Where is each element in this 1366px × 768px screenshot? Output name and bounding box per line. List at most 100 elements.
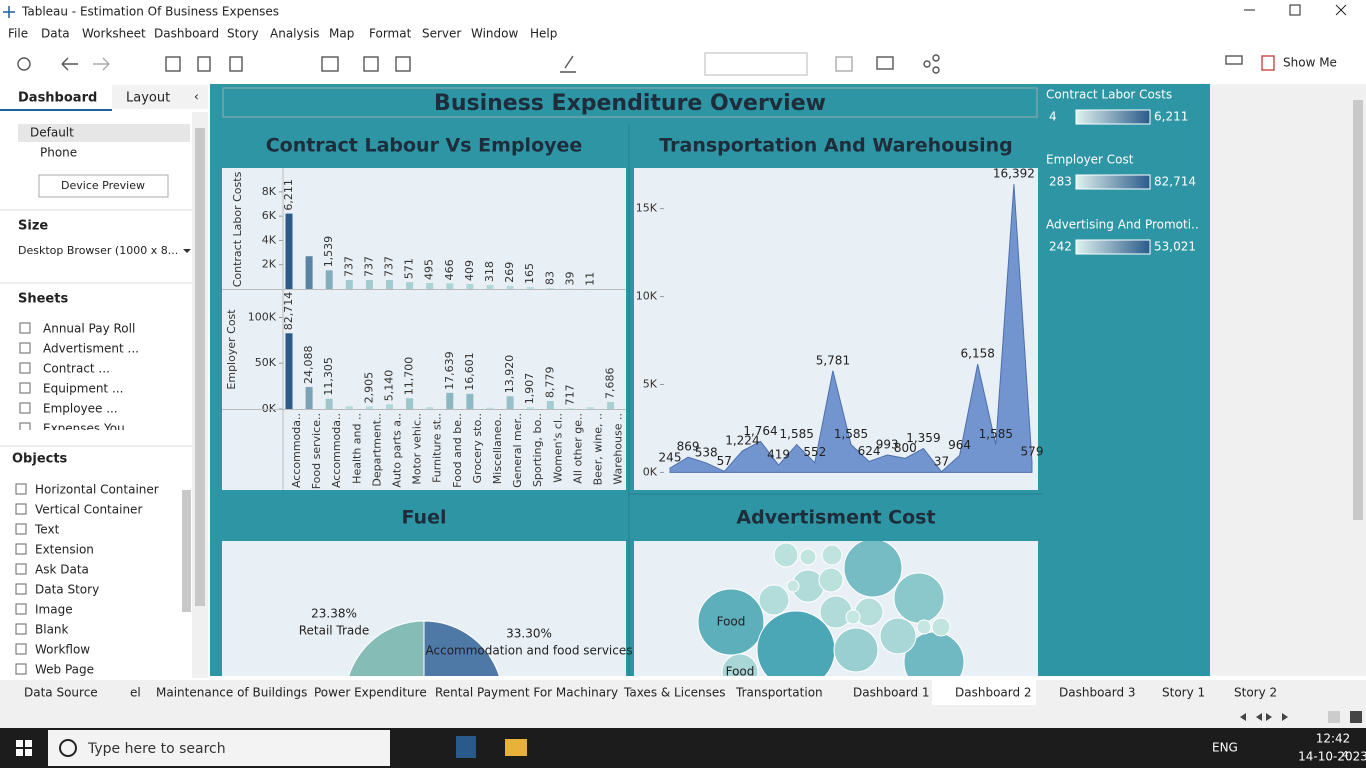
bar bbox=[345, 280, 353, 289]
status-bar bbox=[0, 705, 1366, 728]
notification-count[interactable]: 4 bbox=[1342, 750, 1348, 761]
y-tick-label: 15K bbox=[636, 202, 658, 215]
sheet-tab[interactable]: Taxes & Licenses bbox=[623, 686, 726, 700]
object-item[interactable]: Ask Data bbox=[35, 563, 89, 577]
bar bbox=[386, 404, 393, 409]
sheet-tab[interactable]: Dashboard 1 bbox=[853, 686, 930, 700]
tab[interactable]: Layout bbox=[126, 91, 170, 106]
menu-item[interactable]: Worksheet bbox=[82, 27, 146, 41]
device-preview-button[interactable] bbox=[38, 174, 169, 198]
show-me-button[interactable]: Show Me bbox=[1283, 56, 1337, 70]
bar bbox=[486, 407, 494, 409]
x-tick-label: Sporting, bo.. bbox=[531, 413, 544, 487]
sheet-tab[interactable]: Rental Payment For Machinary bbox=[435, 686, 618, 700]
object-item[interactable]: Data Story bbox=[35, 583, 99, 597]
sheet-item[interactable]: Employee ... bbox=[43, 402, 118, 416]
sheet-tabs bbox=[0, 680, 1366, 705]
menu-item[interactable]: Format bbox=[369, 27, 412, 41]
scroll-thumb[interactable] bbox=[182, 490, 191, 612]
sheet-tab[interactable]: Dashboard 2 bbox=[955, 686, 1032, 700]
data-label: 737 bbox=[342, 256, 355, 277]
data-label: 82,714 bbox=[282, 292, 295, 331]
status-controls[interactable] bbox=[1240, 711, 1362, 723]
x-tick-label: Auto parts a.. bbox=[391, 413, 404, 488]
object-item[interactable]: Text bbox=[34, 523, 60, 537]
menu-item[interactable]: Window bbox=[471, 27, 519, 41]
object-item[interactable]: Blank bbox=[35, 623, 69, 637]
explorer-task[interactable] bbox=[505, 739, 527, 756]
window-controls[interactable] bbox=[1244, 4, 1347, 16]
object-item[interactable]: Vertical Container bbox=[35, 503, 142, 517]
sheet-icon bbox=[19, 422, 31, 430]
object-item[interactable]: Horizontal Container bbox=[35, 483, 159, 497]
title-box bbox=[222, 87, 1038, 118]
sheet-item[interactable]: Annual Pay Roll bbox=[43, 322, 135, 336]
sheet-tab[interactable]: Maintenance of Buildings bbox=[156, 686, 307, 700]
data-label: 7,686 bbox=[604, 367, 617, 399]
bar bbox=[506, 396, 514, 409]
app-icon bbox=[3, 6, 15, 18]
start-button[interactable] bbox=[16, 740, 32, 756]
bubble bbox=[843, 541, 903, 598]
object-item[interactable]: Web Page bbox=[35, 663, 94, 677]
chart-title: Fuel bbox=[402, 507, 447, 529]
bubble bbox=[773, 542, 799, 568]
device[interactable]: Default bbox=[30, 126, 74, 140]
menu-item[interactable]: File bbox=[8, 27, 28, 41]
scroll-thumb[interactable] bbox=[195, 128, 205, 606]
data-label: 737 bbox=[362, 256, 375, 277]
bubble bbox=[893, 572, 945, 624]
tableau-task[interactable] bbox=[456, 736, 476, 758]
y-tick-label: 8K bbox=[262, 185, 277, 198]
data-label: 1,585 bbox=[979, 427, 1013, 441]
tab[interactable]: Dashboard bbox=[18, 91, 97, 106]
bubble bbox=[845, 609, 861, 625]
dashboard-title: Business Expenditure Overview bbox=[434, 91, 826, 116]
bar bbox=[546, 400, 554, 409]
sheet-item[interactable]: Advertisment ... bbox=[43, 342, 139, 356]
menu-item[interactable]: Story bbox=[227, 27, 259, 41]
search-box[interactable] bbox=[48, 730, 390, 766]
menu-item[interactable]: Dashboard bbox=[154, 27, 219, 41]
sheet-tab[interactable]: Power Expenditure bbox=[314, 686, 427, 700]
menu-item[interactable]: Server bbox=[422, 27, 461, 41]
object-item[interactable]: Workflow bbox=[35, 643, 90, 657]
data-label: 495 bbox=[423, 259, 436, 280]
x-tick-label: Miscellaneo.. bbox=[491, 413, 504, 484]
sheet-tab[interactable]: Story 1 bbox=[1162, 686, 1205, 700]
clock-date[interactable]: 14-10-2023 bbox=[1298, 750, 1366, 764]
y-axis-title: Contract Labor Costs bbox=[231, 171, 244, 287]
object-icon bbox=[15, 543, 27, 555]
sheet-tab[interactable]: Transportation bbox=[735, 686, 823, 700]
collapse[interactable]: ‹ bbox=[194, 90, 199, 104]
bar bbox=[325, 270, 333, 289]
sheet-tab[interactable]: Data Source bbox=[24, 686, 98, 700]
data-label: 39 bbox=[563, 272, 576, 286]
data-label: 466 bbox=[443, 259, 456, 280]
data-label: 2,905 bbox=[362, 372, 375, 404]
legend-min: 242 bbox=[1049, 240, 1072, 254]
clock-time[interactable]: 12:42 bbox=[1316, 732, 1351, 746]
data-label: 869 bbox=[677, 440, 700, 454]
sheet-item[interactable]: Contract ... bbox=[43, 362, 110, 376]
object-item[interactable]: Extension bbox=[35, 543, 94, 557]
sheet-tab[interactable]: el bbox=[130, 686, 141, 700]
language[interactable]: ENG bbox=[1212, 741, 1238, 755]
sheet-item[interactable]: Equipment ... bbox=[43, 382, 123, 396]
x-tick-label: Accommoda.. bbox=[290, 413, 303, 488]
sheet-tab[interactable]: Story 2 bbox=[1234, 686, 1277, 700]
sheet-tab[interactable]: Dashboard 3 bbox=[1059, 686, 1136, 700]
object-item[interactable]: Image bbox=[35, 603, 73, 617]
sheet-item[interactable]: Expenses You bbox=[43, 422, 125, 436]
bar bbox=[466, 393, 474, 409]
menu-item[interactable]: Analysis bbox=[270, 27, 319, 41]
menu-item[interactable]: Help bbox=[530, 27, 557, 41]
data-label: 571 bbox=[403, 258, 416, 279]
x-tick-label: Health and .. bbox=[350, 413, 363, 484]
object-icon bbox=[15, 483, 27, 495]
menu-item[interactable]: Data bbox=[41, 27, 70, 41]
menu-item[interactable]: Map bbox=[329, 27, 354, 41]
size-dropdown[interactable]: Desktop Browser (1000 x 8... bbox=[18, 244, 178, 257]
scroll-thumb[interactable] bbox=[1353, 100, 1363, 520]
device[interactable]: Phone bbox=[40, 146, 77, 160]
